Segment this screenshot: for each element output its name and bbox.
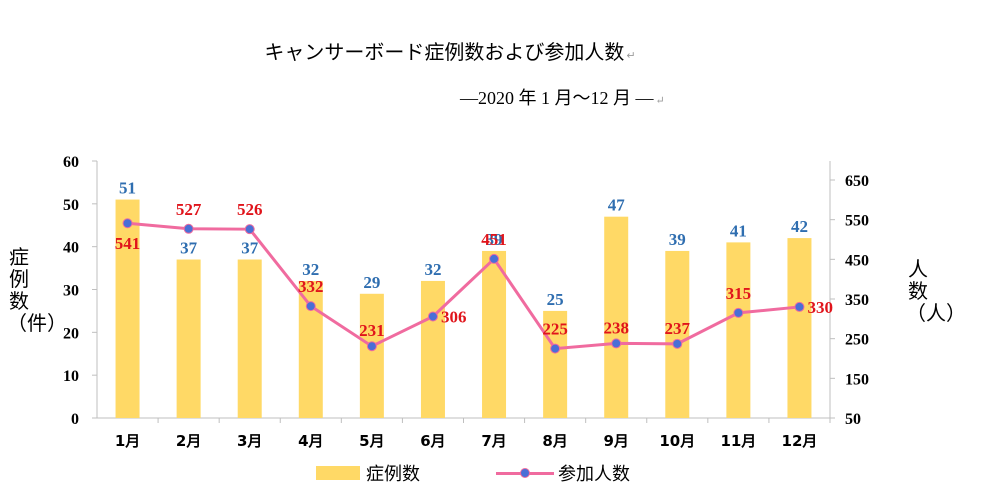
y-tick-label-left: 50 [63,197,79,214]
legend-swatch-bar [316,466,360,480]
bar-data-label: 37 [180,239,198,258]
bar-data-label: 41 [730,221,747,240]
line-point [489,253,500,264]
line-data-label: 237 [665,319,691,338]
x-tick-label: 10月 [659,432,695,450]
bar-data-label: 37 [241,239,259,258]
line-point [305,301,316,312]
legend-item-participants: 参加人数 [496,460,630,486]
bar-data-label: 25 [547,290,564,309]
bar-data-label: 47 [608,196,626,215]
x-tick-label: 11月 [720,432,756,450]
line-data-label: 231 [359,321,385,340]
x-tick-label: 3月 [237,432,262,450]
line-point [366,341,377,352]
x-tick-label: 4月 [298,432,323,450]
line-data-label: 541 [115,234,141,253]
y-tick-label-left: 40 [63,240,79,257]
bar [604,216,629,418]
y-tick-label-right: 650 [845,173,869,190]
y-tick-label-right: 250 [845,332,869,349]
x-tick-label: 6月 [420,432,445,450]
x-tick-label: 7月 [481,432,506,450]
line-data-label: 526 [237,200,263,219]
y-tick-label-left: 20 [63,325,79,342]
line-point [672,338,683,349]
line-point [244,224,255,235]
y-tick-label-left: 30 [63,283,79,300]
bar [787,238,812,418]
bar-data-label: 42 [791,217,808,236]
line-point [122,218,133,229]
legend-label-participants: 参加人数 [558,464,630,485]
legend-item-case-count: 症例数 [316,460,420,486]
bar [543,310,568,418]
line-point [183,223,194,234]
y-tick-label-left: 60 [63,154,79,171]
line-data-label: 306 [441,307,467,326]
bar [359,293,384,418]
line-point [794,301,805,312]
bar [726,242,751,418]
bar [115,199,140,418]
chart-subtitle: —2020 年 1 月〜12 月 — ↵ [460,88,665,108]
bar [176,259,201,418]
line-point [550,343,561,354]
line-data-label: 330 [807,298,833,317]
line-data-label: 225 [542,320,568,339]
y-tick-label-left: 10 [63,368,79,385]
line-data-label: 451 [481,230,507,249]
line-point [611,338,622,349]
bar-data-label: 32 [424,260,441,279]
y-tick-label-right: 150 [845,371,869,388]
x-tick-label: 8月 [542,432,567,450]
bar-data-label: 29 [363,273,380,292]
bar-data-label: 51 [119,179,136,198]
y-tick-label-right: 350 [845,292,869,309]
x-tick-label: 9月 [603,432,628,450]
chart-title: キャンサーボード症例数および参加人数 ↵ [264,40,636,64]
line-data-label: 238 [603,318,629,337]
bar-data-label: 39 [486,230,503,249]
legend-label-case-count: 症例数 [366,464,420,485]
x-tick-label: 5月 [359,432,384,450]
y-tick-label-right: 450 [845,252,869,269]
x-tick-label: 2月 [176,432,201,450]
series-line-participants [127,221,800,351]
bar-data-label: 39 [669,230,686,249]
line-data-label: 527 [176,200,202,219]
bar-data-label: 32 [302,260,319,279]
line-point [733,307,744,318]
bar [665,250,690,418]
line-point [427,311,438,322]
legend-swatch-line [496,466,554,480]
y-tick-label-left: 0 [71,411,79,428]
x-tick-label: 12月 [782,432,818,450]
line-data-label: 315 [726,284,752,303]
x-tick-label: 1月 [115,432,140,450]
y-tick-label-right: 50 [845,411,861,428]
bar [420,280,445,418]
bar [237,259,262,418]
bar [482,250,507,418]
line-data-label: 332 [298,277,324,296]
y-tick-label-right: 550 [845,213,869,230]
